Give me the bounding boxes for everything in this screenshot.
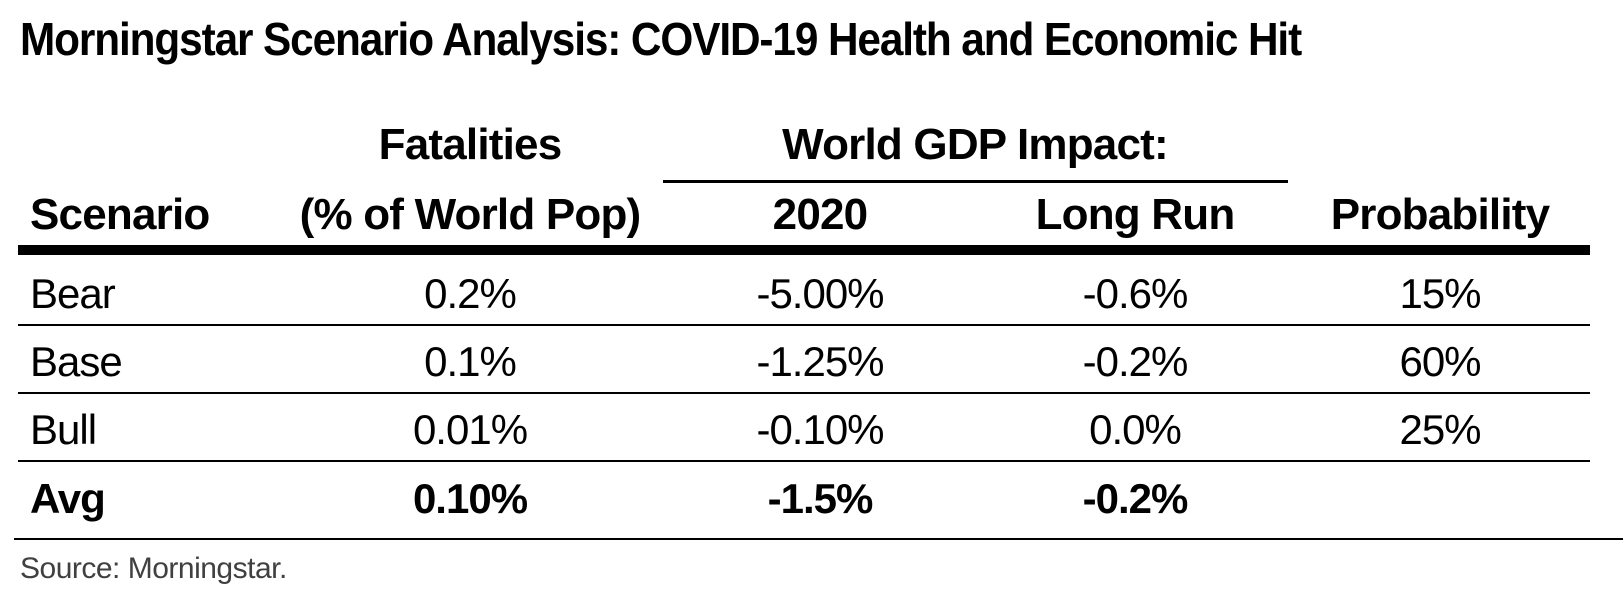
header-gdp-group: World GDP Impact: (782, 120, 1169, 169)
cell-fatalities: 0.1% (424, 338, 517, 385)
row-divider (18, 460, 1590, 462)
table-title: Morningstar Scenario Analysis: COVID-19 … (20, 13, 1302, 65)
cell-gdp-2020: -0.10% (756, 406, 884, 453)
table-bottom-rule (14, 538, 1623, 540)
header-rule (18, 245, 1590, 255)
cell-fatalities-avg: 0.10% (412, 475, 528, 522)
header-scenario: Scenario (30, 190, 210, 239)
cell-gdp-2020: -1.25% (756, 338, 884, 385)
cell-fatalities: 0.01% (412, 406, 528, 453)
cell-scenario: Base (30, 338, 123, 385)
cell-scenario: Bull (30, 406, 97, 453)
header-fatalities-bottom: (% of World Pop) (299, 190, 642, 239)
cell-long-run: -0.6% (1082, 270, 1189, 317)
header-long-run: Long Run (1035, 190, 1236, 239)
header-gdp-2020: 2020 (772, 190, 868, 239)
cell-probability: 15% (1399, 270, 1481, 317)
cell-gdp-2020-avg: -1.5% (767, 475, 874, 522)
cell-gdp-2020: -5.00% (756, 270, 884, 317)
cell-fatalities: 0.2% (424, 270, 517, 317)
source-note: Source: Morningstar. (20, 552, 287, 585)
gdp-group-underline (663, 180, 1288, 183)
cell-scenario: Bear (30, 270, 116, 317)
cell-long-run: 0.0% (1089, 406, 1182, 453)
cell-probability: 60% (1399, 338, 1481, 385)
cell-probability: 25% (1399, 406, 1481, 453)
row-divider (18, 324, 1590, 326)
cell-long-run: -0.2% (1082, 338, 1189, 385)
header-probability: Probability (1330, 190, 1550, 239)
cell-long-run-avg: -0.2% (1082, 475, 1189, 522)
header-fatalities-top: Fatalities (378, 120, 563, 169)
row-divider (18, 392, 1590, 394)
cell-scenario-avg: Avg (30, 475, 106, 522)
